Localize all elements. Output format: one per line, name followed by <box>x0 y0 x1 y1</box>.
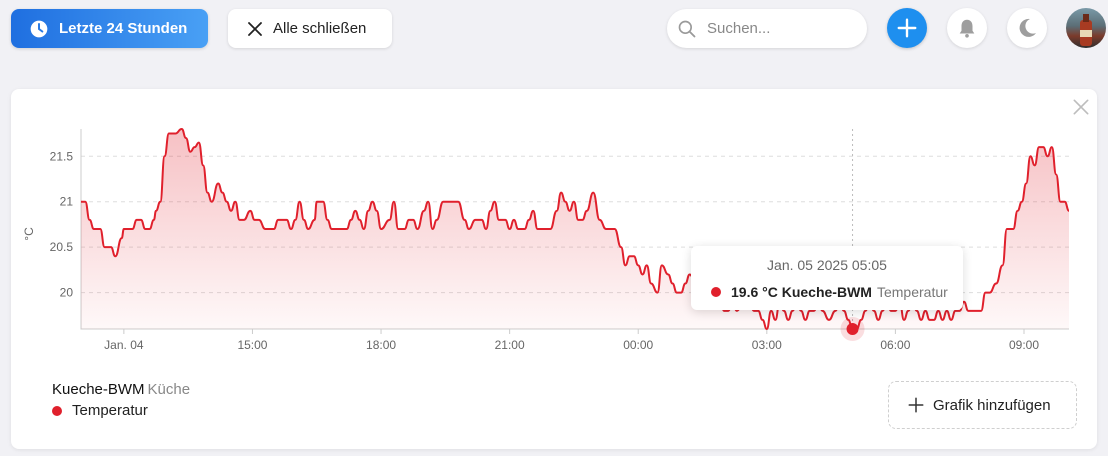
x-tick-label: 00:00 <box>623 338 653 352</box>
highlight-point[interactable] <box>846 323 859 335</box>
close-all-button[interactable]: Alle schließen <box>228 9 392 48</box>
time-range-button[interactable]: Letzte 24 Stunden <box>11 9 208 48</box>
add-button[interactable] <box>887 8 927 48</box>
tooltip-date: Jan. 05 2025 05:05 <box>767 257 887 273</box>
search-box[interactable] <box>667 9 867 48</box>
time-range-label: Letzte 24 Stunden <box>59 20 188 37</box>
history-card: 20 20.5 21 21.5 Jan. 04 15:00 18:00 21:00 00:00… <box>11 89 1097 449</box>
temperature-chart: 20 20.5 21 21.5 Jan. 04 15:00 18:00 21:00 00:00… <box>22 127 1070 352</box>
moon-icon <box>1019 18 1036 37</box>
theme-toggle-button[interactable] <box>1007 8 1047 48</box>
x-tick-label: 06:00 <box>880 338 910 352</box>
x-tick-label: 21:00 <box>495 338 525 352</box>
plus-icon <box>908 397 924 413</box>
add-graph-label: Grafik hinzufügen <box>933 396 1051 414</box>
x-tick-label: 18:00 <box>366 338 396 352</box>
y-tick-label: 20.5 <box>50 240 74 254</box>
y-tick-label: 21.5 <box>50 149 74 163</box>
plus-icon <box>897 18 917 38</box>
x-tick-label: 03:00 <box>752 338 782 352</box>
legend-series-dot <box>52 405 62 416</box>
notifications-button[interactable] <box>947 8 987 48</box>
y-axis-label: °C <box>22 227 36 241</box>
legend-item-temperatur[interactable]: Temperatur <box>52 402 190 419</box>
card-close-icon[interactable] <box>1071 97 1091 117</box>
legend-series-label: Temperatur <box>72 402 148 419</box>
chart-legend: Kueche-BWM Küche Temperatur <box>52 381 190 419</box>
y-tick-label: 21 <box>60 195 74 209</box>
legend-room: Küche <box>147 381 191 398</box>
series-area <box>81 129 1069 329</box>
y-tick-label: 20 <box>60 286 74 300</box>
x-tick-label: Jan. 04 <box>104 338 144 352</box>
bell-icon <box>959 19 975 38</box>
search-icon <box>678 20 696 37</box>
close-all-label: Alle schließen <box>273 20 367 37</box>
chart-tooltip: Jan. 05 2025 05:05 19.6 °C Kueche-BWM Te… <box>691 246 963 310</box>
tooltip-attribute: Temperatur <box>876 284 948 300</box>
user-photo-icon <box>1080 14 1092 46</box>
legend-device[interactable]: Kueche-BWM <box>52 381 145 398</box>
avatar[interactable] <box>1066 8 1106 48</box>
search-input[interactable] <box>707 20 847 37</box>
clock-icon <box>30 20 48 37</box>
add-graph-button[interactable]: Grafik hinzufügen <box>888 381 1077 429</box>
close-icon <box>248 21 262 36</box>
tooltip-value: 19.6 °C Kueche-BWM <box>731 284 872 300</box>
x-tick-label: 15:00 <box>237 338 267 352</box>
tooltip-series-dot <box>711 287 721 297</box>
x-tick-label: 09:00 <box>1009 338 1039 352</box>
